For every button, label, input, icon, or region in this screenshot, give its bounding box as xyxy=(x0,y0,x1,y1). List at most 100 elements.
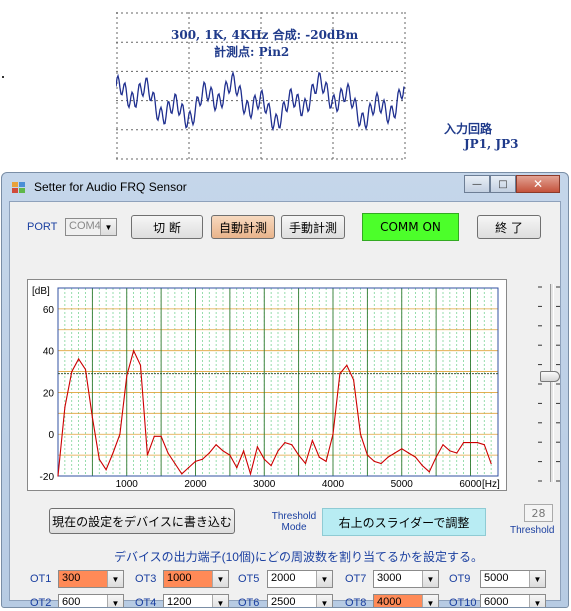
output-label-ot1: OT1 xyxy=(30,573,52,585)
output-label-ot8: OT8 xyxy=(345,597,367,608)
output-label-ot6: OT6 xyxy=(238,597,260,608)
spectrum-point xyxy=(449,450,451,452)
spectrum-point xyxy=(146,454,148,456)
spectrum-point xyxy=(229,454,231,456)
spectrum-point xyxy=(428,471,430,473)
exit-button[interactable]: 終 了 xyxy=(477,215,541,239)
spectrum-point xyxy=(188,467,190,469)
output-select-value: 5000 xyxy=(484,572,509,584)
threshold-mode-label-line2: Mode xyxy=(281,522,307,533)
scope-title-line1: 300, 1K, 4KHz 合成: -20dBm xyxy=(171,28,359,42)
spectrum-point xyxy=(105,469,107,471)
spectrum-point xyxy=(174,462,176,465)
spectrum-point xyxy=(78,358,80,360)
chevron-down-icon: ▼ xyxy=(212,595,228,607)
spectrum-point xyxy=(208,452,210,454)
chevron-down-icon: ▼ xyxy=(422,595,438,607)
chevron-down-icon: ▼ xyxy=(529,595,545,607)
output-select-ot10[interactable]: 6000 ▼ xyxy=(480,594,546,607)
output-select-ot7[interactable]: 3000 ▼ xyxy=(373,570,439,588)
x-tick-label: 4000 xyxy=(322,479,345,490)
spectrum-point xyxy=(194,460,197,462)
port-select[interactable]: COM4 ▼ xyxy=(65,218,117,236)
x-tick-label: 3000 xyxy=(253,479,276,490)
instruction-text: デバイスの出力端子(10個)にどの周波数を割り当てるかを設定する。 xyxy=(114,550,483,564)
spectrum-point xyxy=(64,406,66,408)
spectrum-point xyxy=(339,373,341,375)
close-button[interactable]: ✕ xyxy=(516,175,560,193)
app-icon xyxy=(12,182,26,194)
output-label-ot3: OT3 xyxy=(135,573,157,585)
x-tick-label: 5000 xyxy=(391,479,414,490)
scope-title-line2: 計測点: Pin2 xyxy=(214,45,290,59)
spectrum-point xyxy=(456,452,458,454)
output-label-ot5: OT5 xyxy=(238,573,260,585)
write-settings-button[interactable]: 現在の設定をデバイスに書き込む xyxy=(49,508,235,534)
scope-caption-line1: 入力回路 xyxy=(444,122,493,136)
auto-measure-button[interactable]: 自動計測 xyxy=(211,215,275,239)
maximize-button[interactable]: □ xyxy=(490,175,516,193)
output-label-ot2: OT2 xyxy=(30,597,52,608)
spectrum-point xyxy=(167,452,169,454)
spectrum-point xyxy=(201,458,203,460)
spectrum-point xyxy=(304,462,307,465)
spectrum-point xyxy=(346,364,348,366)
output-select-ot6[interactable]: 2500 ▼ xyxy=(267,594,333,608)
spectrum-point xyxy=(394,452,396,454)
spectrum-point xyxy=(387,456,389,458)
spectrum-point xyxy=(263,458,265,460)
spectrum-point xyxy=(270,465,272,467)
spectrum-point xyxy=(133,350,135,352)
spectrum-point xyxy=(380,462,382,465)
spectrum-point xyxy=(153,435,155,437)
app-window: Setter for Audio FRQ Sensor — □ ✕ PORT C… xyxy=(1,172,569,608)
spectrum-point xyxy=(373,460,375,462)
spectrum-point xyxy=(421,465,423,467)
output-select-ot5[interactable]: 2000 ▼ xyxy=(267,570,333,588)
spectrum-point xyxy=(311,439,313,442)
output-select-ot3[interactable]: 1000 ▼ xyxy=(163,570,229,588)
spectrum-point xyxy=(414,456,417,458)
spectrum-point xyxy=(277,450,279,452)
manual-measure-button[interactable]: 手動計測 xyxy=(281,215,345,239)
comm-status-indicator: COMM ON xyxy=(362,213,459,241)
threshold-slider-track[interactable] xyxy=(550,284,554,482)
threshold-caption: Threshold xyxy=(510,525,555,536)
output-select-value: 300 xyxy=(62,572,81,584)
spectrum-point xyxy=(291,444,293,446)
spectrum-point xyxy=(318,456,320,458)
y-tick-label: 40 xyxy=(43,347,55,358)
spectrum-point xyxy=(160,435,162,437)
threshold-mode-label-line1: Threshold xyxy=(271,511,317,522)
spectrum-point xyxy=(236,467,238,469)
spectrum-point xyxy=(483,444,485,446)
chevron-down-icon: ▼ xyxy=(422,571,438,587)
spectrum-point xyxy=(243,450,245,452)
spectrum-point xyxy=(112,452,114,454)
minimize-button[interactable]: — xyxy=(464,175,490,193)
threshold-slider-ticks xyxy=(538,286,560,482)
output-select-ot1[interactable]: 300 ▼ xyxy=(58,570,124,588)
y-tick-label: -20 xyxy=(40,472,55,483)
chevron-down-icon: ▼ xyxy=(107,571,123,587)
output-label-ot7: OT7 xyxy=(345,573,367,585)
spectrum-point xyxy=(222,450,224,452)
output-select-value: 2500 xyxy=(271,596,296,608)
output-select-ot2[interactable]: 600 ▼ xyxy=(58,594,124,607)
output-select-ot8[interactable]: 4000 ▼ xyxy=(373,594,439,608)
spectrum-point xyxy=(71,371,73,373)
output-select-ot9[interactable]: 5000 ▼ xyxy=(480,570,546,588)
spectrum-chart: -20 0 20 40 60 1000 2000 3000 4000 5000 6000 [dB] [H… xyxy=(27,279,507,491)
spectrum-point xyxy=(91,416,93,419)
scope-waveform xyxy=(116,70,405,132)
output-select-value: 4000 xyxy=(377,596,402,608)
y-axis-label: [dB] xyxy=(32,286,50,297)
disconnect-button[interactable]: 切 断 xyxy=(131,215,203,239)
chevron-down-icon: ▼ xyxy=(107,595,123,607)
threshold-slider-thumb[interactable] xyxy=(540,371,560,382)
spectrum-point xyxy=(408,452,410,454)
output-select-ot4[interactable]: 1200 ▼ xyxy=(163,594,229,607)
plot-area xyxy=(57,287,499,477)
title-bar[interactable]: Setter for Audio FRQ Sensor — □ ✕ xyxy=(2,173,568,201)
x-tick-label: 1000 xyxy=(116,479,139,490)
